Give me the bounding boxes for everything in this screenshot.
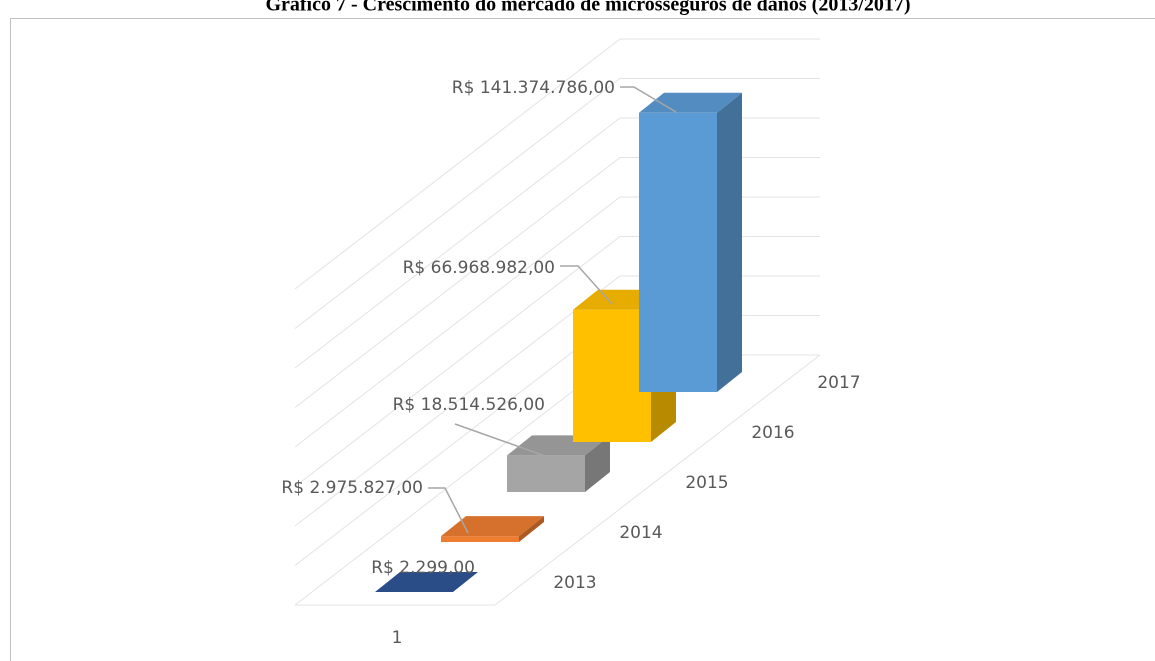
data-label: R$ 18.514.526,00 xyxy=(393,395,545,415)
floor-edge xyxy=(295,354,821,606)
series-label: 2014 xyxy=(619,523,662,543)
bar xyxy=(441,536,519,542)
bar-side xyxy=(585,435,610,492)
bar xyxy=(639,112,717,393)
data-label: R$ 2.975.827,00 xyxy=(281,478,423,498)
bar-top xyxy=(375,571,478,592)
grid-line xyxy=(294,275,820,527)
series-label: 2015 xyxy=(685,473,728,493)
grid-line xyxy=(294,78,820,329)
x-tick-label: 1 xyxy=(392,628,403,648)
grid-line xyxy=(294,38,820,290)
grid-line xyxy=(294,117,820,369)
leader-line xyxy=(428,487,469,534)
data-label: R$ 2.299,00 xyxy=(371,558,475,578)
bar-top xyxy=(639,92,742,113)
grid-line xyxy=(294,196,820,448)
series-label: 2013 xyxy=(553,573,596,593)
bar xyxy=(507,455,585,492)
leader-line xyxy=(620,86,677,113)
leader-line xyxy=(560,265,613,305)
chart-title: Gráfico 7 - Crescimento do mercado de mi… xyxy=(265,0,910,16)
bar-side xyxy=(519,516,544,542)
data-label: R$ 141.374.786,00 xyxy=(452,78,615,98)
data-label: R$ 66.968.982,00 xyxy=(403,258,555,278)
bar-side xyxy=(453,571,478,592)
series-label: 2016 xyxy=(751,423,794,443)
bar-side xyxy=(717,92,742,393)
series-label: 2017 xyxy=(817,373,860,393)
bar xyxy=(573,309,651,442)
leader-line xyxy=(454,423,546,457)
grid-line xyxy=(294,157,820,408)
grid-line xyxy=(294,236,820,487)
